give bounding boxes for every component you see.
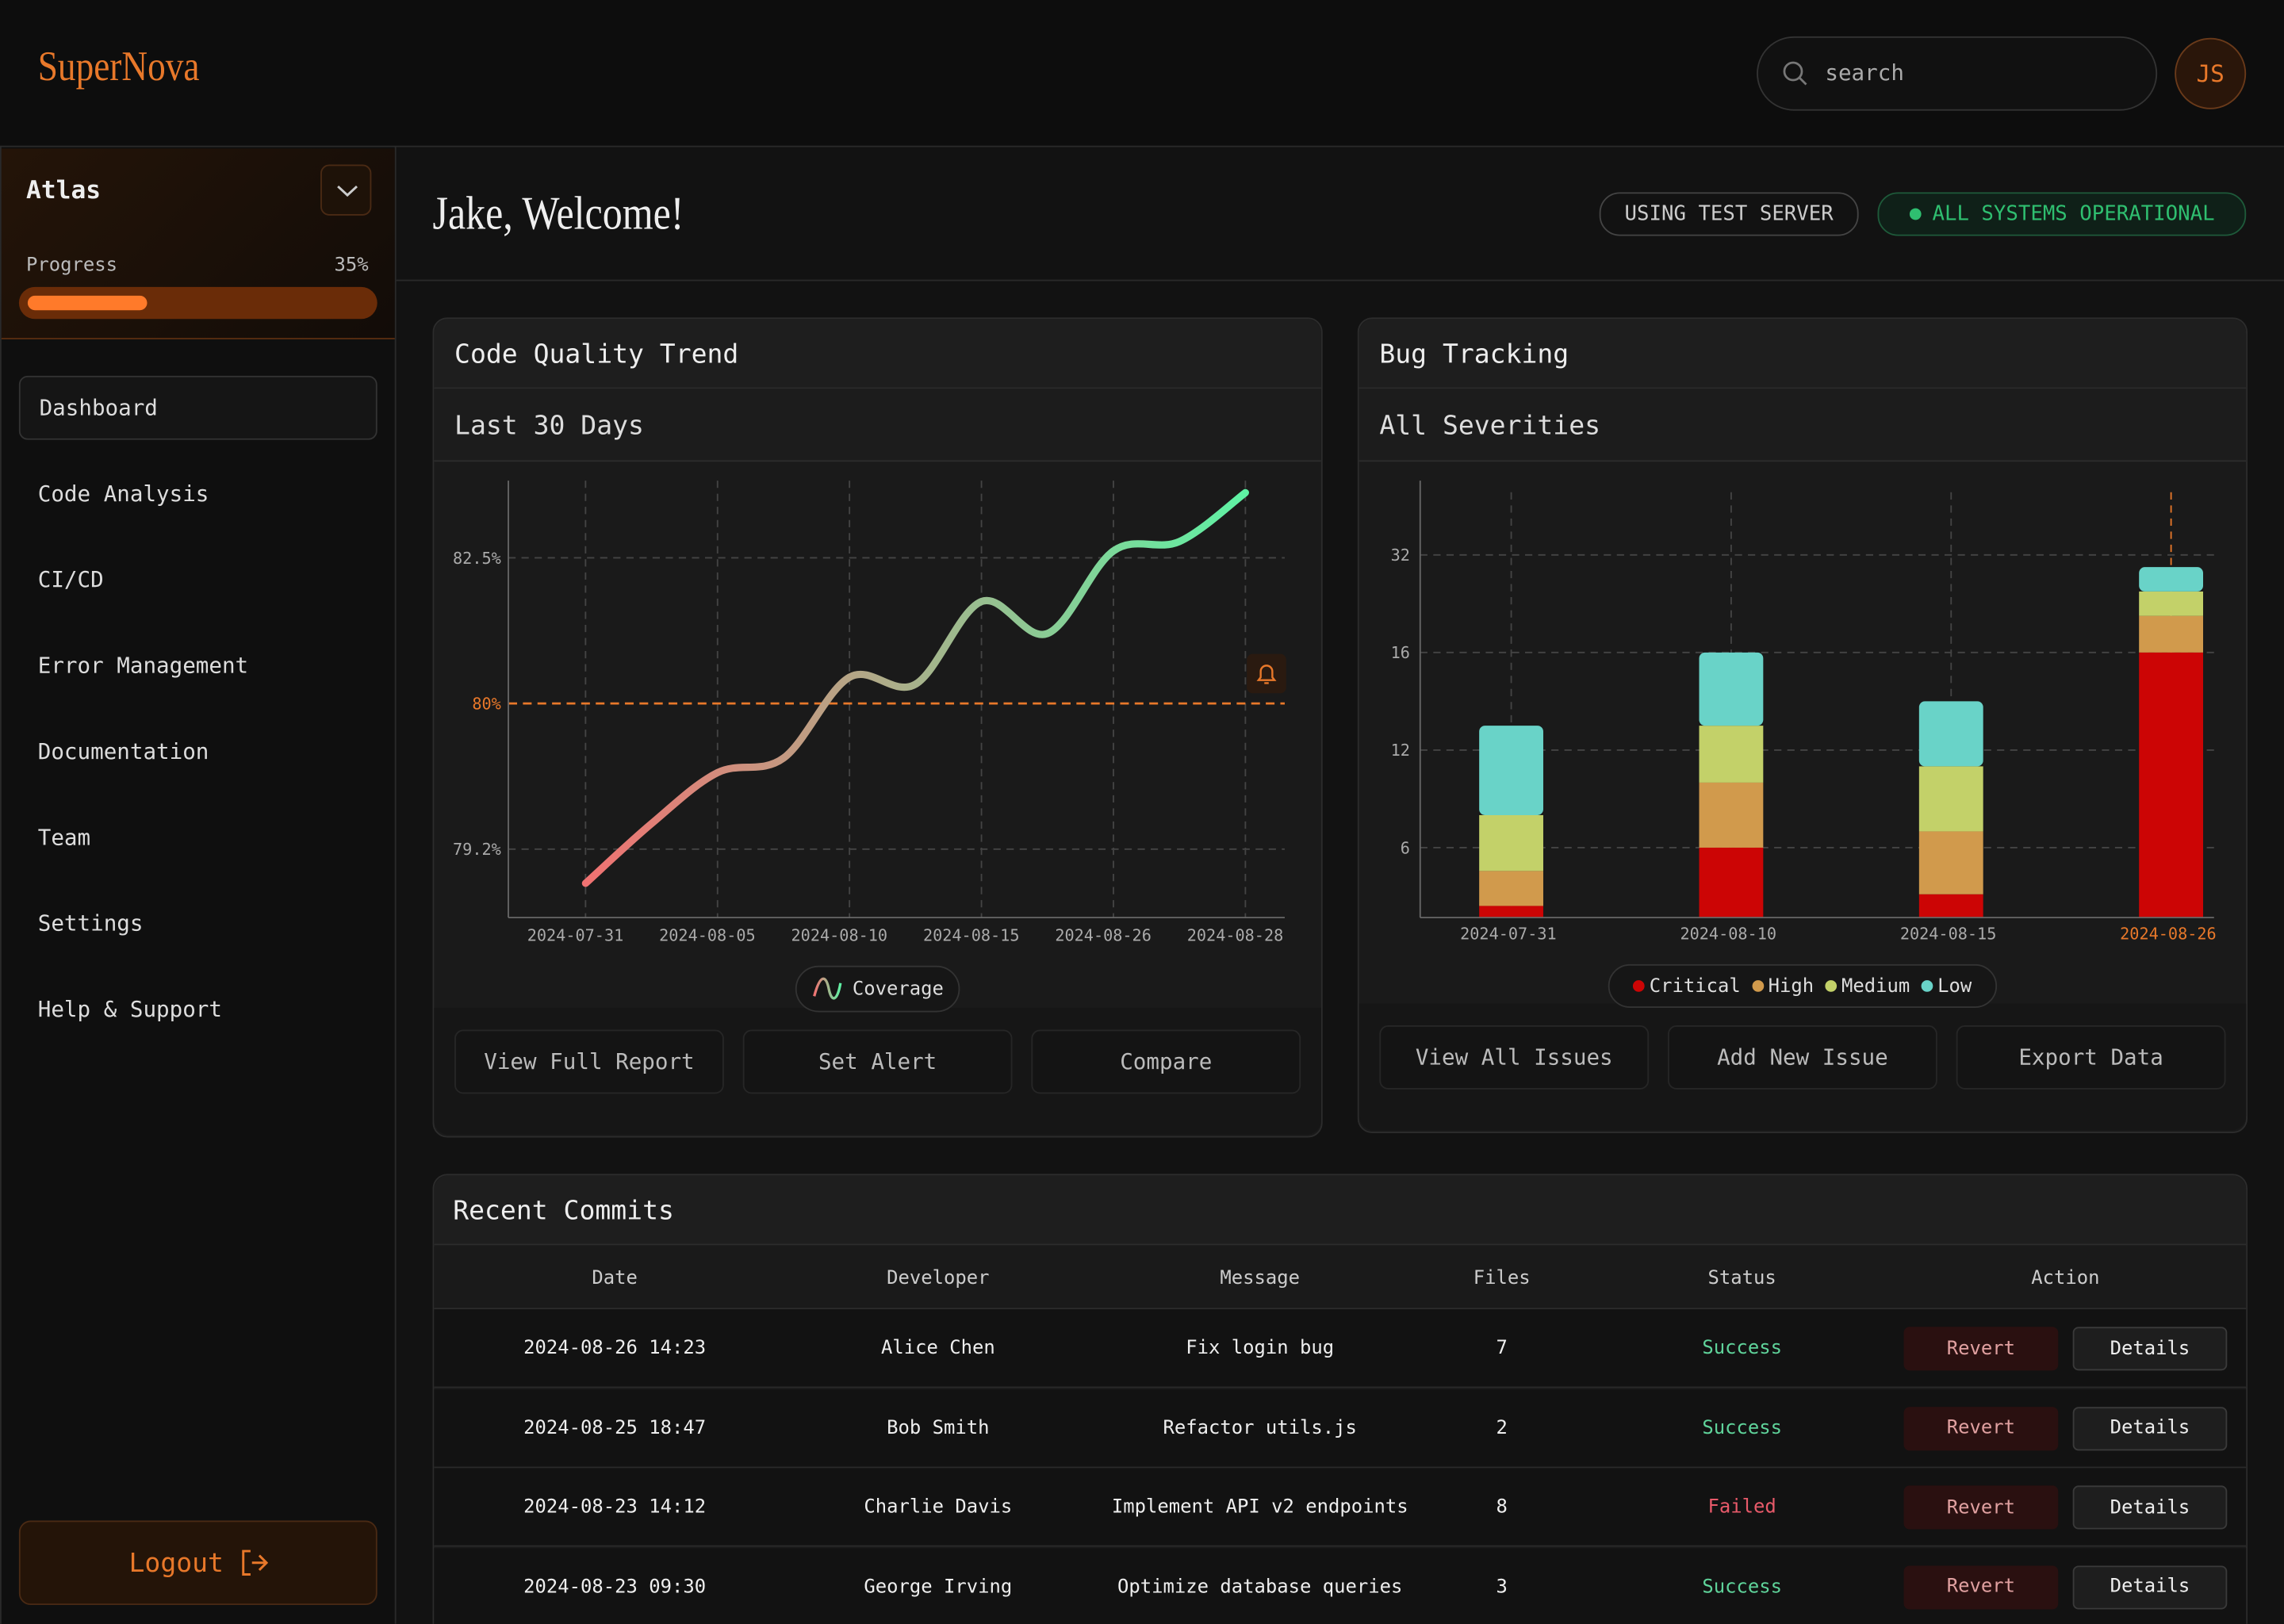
table-head	[434, 1247, 2247, 1310]
filter-select[interactable]	[1359, 389, 2247, 462]
legend-swatch	[1752, 980, 1765, 992]
revert-button[interactable]: Revert	[1903, 1406, 2059, 1450]
revert-button[interactable]: Revert	[1903, 1485, 2059, 1530]
nav-item[interactable]: Dashboard	[18, 375, 377, 440]
filter-label: All Severities	[1379, 410, 1601, 442]
welcome-bar	[396, 147, 2284, 282]
progress-fill	[27, 295, 148, 311]
table-cell: 2024-08-26 14:23	[523, 1338, 707, 1360]
table-cell: 7	[1496, 1338, 1508, 1360]
table-cell: Bob Smith	[887, 1417, 990, 1439]
nav-item[interactable]: Help & Support	[37, 996, 222, 1023]
card-title: Code Quality Trend	[454, 339, 739, 370]
action-button[interactable]: Set Alert	[742, 1029, 1013, 1094]
card-header	[434, 319, 1321, 389]
table-cell: 2	[1496, 1417, 1508, 1439]
action-button[interactable]: View Full Report	[454, 1029, 724, 1094]
table-cell: Alice Chen	[880, 1338, 995, 1360]
card-title: Bug Tracking	[1379, 339, 1569, 370]
table-cell: 8	[1496, 1496, 1508, 1519]
table-cell: Failed	[1707, 1496, 1776, 1519]
table-cell: 3	[1496, 1576, 1508, 1599]
legend-item: Medium	[1825, 975, 1910, 998]
filter-label: Last 30 Days	[454, 410, 644, 442]
column-header: Date	[592, 1267, 638, 1290]
legend-label: Low	[1937, 975, 1972, 998]
search-icon	[1783, 61, 1807, 86]
legend-swatch	[1825, 980, 1838, 992]
legend-item: Low	[1921, 975, 1972, 998]
legend-item: High	[1752, 975, 1815, 998]
nav-item[interactable]: Settings	[37, 910, 144, 936]
action-button[interactable]: Export Data	[1956, 1025, 2226, 1090]
nav-item[interactable]: Team	[37, 824, 91, 851]
status-dot	[1909, 208, 1921, 220]
legend-label: Critical	[1649, 975, 1741, 998]
chevron	[337, 186, 358, 197]
logout-label: Logout	[128, 1547, 224, 1579]
logo[interactable]: SuperNova	[37, 44, 200, 90]
progress-label: Progress	[26, 255, 118, 277]
table-cell: Fix login bug	[1186, 1338, 1335, 1360]
revert-button[interactable]: Revert	[1903, 1565, 2059, 1610]
table-title: Recent Commits	[453, 1195, 674, 1227]
sidebar	[0, 147, 397, 1624]
revert-button[interactable]: Revert	[1903, 1327, 2059, 1371]
table-cell: 2024-08-25 18:47	[523, 1417, 707, 1439]
legend-swatch	[1633, 980, 1646, 992]
details-button[interactable]: Details	[2072, 1485, 2228, 1530]
legend-swatch	[1921, 980, 1933, 992]
card-header	[1359, 319, 2247, 389]
details-button[interactable]: Details	[2072, 1406, 2228, 1450]
project-name: Atlas	[26, 176, 102, 205]
filter-select[interactable]	[434, 389, 1321, 462]
column-header: Status	[1707, 1267, 1776, 1290]
server-badge: USING TEST SERVER	[1599, 192, 1859, 236]
legend: Coverage	[795, 965, 960, 1013]
legend-line	[813, 977, 842, 1000]
table-cell: Charlie Davis	[864, 1496, 1013, 1519]
nav-item[interactable]: Documentation	[37, 738, 209, 765]
avatar[interactable]: JS	[2175, 37, 2247, 109]
project-dropdown[interactable]	[320, 164, 372, 216]
progress-value: 35%	[334, 255, 369, 277]
legend-label: Coverage	[852, 978, 944, 1000]
table-cell: Refactor utils.js	[1163, 1417, 1357, 1439]
column-header: Developer	[887, 1267, 990, 1290]
legend-label: Medium	[1841, 975, 1910, 998]
nav-item[interactable]: Code Analysis	[37, 481, 209, 508]
legend: Critical High Medium Low	[1608, 963, 1998, 1008]
table-cell: Success	[1702, 1338, 1783, 1360]
column-header: Files	[1473, 1267, 1531, 1290]
action-button[interactable]: Add New Issue	[1668, 1025, 1937, 1090]
table-cell: Success	[1702, 1576, 1783, 1599]
search-placeholder: search	[1825, 59, 1904, 86]
table-cell: George Irving	[864, 1576, 1013, 1599]
details-button[interactable]: Details	[2072, 1565, 2228, 1610]
column-header: Message	[1220, 1267, 1301, 1290]
legend-item: Critical	[1633, 975, 1741, 998]
details-button[interactable]: Details	[2072, 1327, 2228, 1371]
status-text: ALL SYSTEMS OPERATIONAL	[1932, 202, 2215, 226]
legend-icon	[813, 977, 842, 1000]
welcome: Jake, Welcome!	[432, 186, 684, 239]
table-cell: Implement API v2 endpoints	[1111, 1496, 1408, 1519]
action-button[interactable]: View All Issues	[1379, 1025, 1650, 1090]
column-header: Action	[2031, 1267, 2100, 1290]
table-cell: Optimize database queries	[1117, 1576, 1403, 1599]
table-cell: Success	[1702, 1417, 1783, 1439]
nav-item[interactable]: CI/CD	[37, 566, 104, 593]
card-header	[434, 1175, 2247, 1246]
progress-track	[18, 286, 377, 320]
logout-button[interactable]: Logout	[18, 1520, 377, 1606]
table-cell: 2024-08-23 09:30	[523, 1576, 707, 1599]
action-button[interactable]: Compare	[1031, 1029, 1301, 1094]
legend-label: High	[1768, 975, 1815, 998]
status-badge: ALL SYSTEMS OPERATIONAL	[1877, 192, 2247, 236]
logout-icon	[241, 1549, 268, 1576]
nav-item[interactable]: Error Management	[37, 652, 249, 679]
search-box[interactable]: search	[1757, 36, 2158, 111]
table-cell: 2024-08-23 14:12	[523, 1496, 707, 1519]
